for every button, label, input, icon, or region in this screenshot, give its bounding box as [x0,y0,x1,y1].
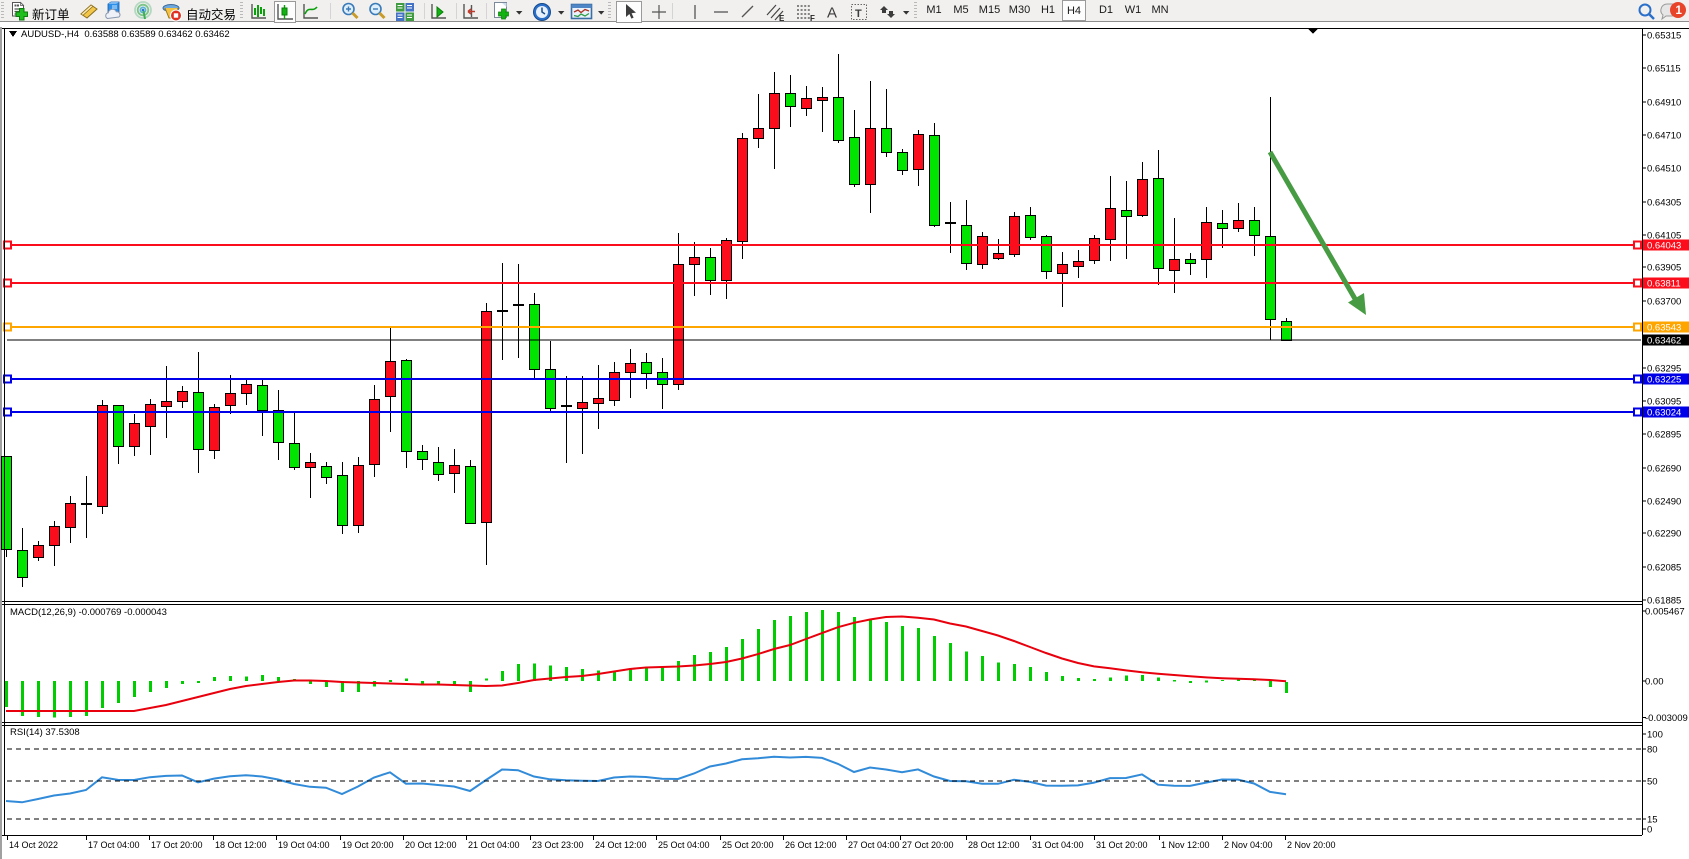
svg-text:21 Oct 04:00: 21 Oct 04:00 [468,840,520,850]
svg-text:0.65315: 0.65315 [1647,31,1681,42]
svg-text:2 Nov 20:00: 2 Nov 20:00 [1287,840,1336,850]
svg-text:0.62490: 0.62490 [1647,497,1681,508]
svg-text:0.62085: 0.62085 [1647,563,1681,574]
svg-text:0.63295: 0.63295 [1647,364,1681,375]
svg-text:0.63700: 0.63700 [1647,297,1681,308]
svg-text:0.64043: 0.64043 [1647,241,1681,252]
svg-text:-0.003009: -0.003009 [1645,713,1688,724]
svg-text:17 Oct 20:00: 17 Oct 20:00 [151,840,203,850]
svg-text:31 Oct 20:00: 31 Oct 20:00 [1096,840,1148,850]
svg-text:14 Oct 2022: 14 Oct 2022 [9,840,58,850]
svg-text:19 Oct 04:00: 19 Oct 04:00 [278,840,330,850]
svg-text:0.62690: 0.62690 [1647,464,1681,475]
svg-text:0.64105: 0.64105 [1647,231,1681,242]
svg-text:AUDUSD-,H4 0.63588 0.63589 0.: AUDUSD-,H4 0.63588 0.63589 0.63462 0.634… [21,29,230,40]
svg-text:15: 15 [1647,815,1658,826]
svg-text:100: 100 [1647,730,1663,741]
svg-text:0.63225: 0.63225 [1647,375,1681,386]
svg-text:50: 50 [1647,777,1658,788]
svg-text:E: E [779,14,785,23]
svg-text:0.005467: 0.005467 [1645,607,1685,618]
svg-text:MACD(12,26,9) -0.000769 -0.000: MACD(12,26,9) -0.000769 -0.000043 [10,607,167,618]
svg-text:24 Oct 12:00: 24 Oct 12:00 [595,840,647,850]
svg-text:0.62895: 0.62895 [1647,430,1681,441]
svg-text:A: A [827,5,837,22]
svg-text:0.64510: 0.64510 [1647,164,1681,175]
svg-text:0.64305: 0.64305 [1647,198,1681,209]
svg-text:0.61885: 0.61885 [1647,596,1681,607]
svg-text:28 Oct 12:00: 28 Oct 12:00 [968,840,1020,850]
svg-text:2 Nov 04:00: 2 Nov 04:00 [1224,840,1273,850]
svg-text:20 Oct 12:00: 20 Oct 12:00 [405,840,457,850]
svg-text:80: 80 [1647,745,1658,756]
svg-text:19 Oct 20:00: 19 Oct 20:00 [342,840,394,850]
svg-text:RSI(14) 37.5308: RSI(14) 37.5308 [10,727,80,738]
svg-text:0.63024: 0.63024 [1647,408,1681,419]
svg-text:25 Oct 04:00: 25 Oct 04:00 [658,840,710,850]
svg-text:27 Oct 04:00: 27 Oct 04:00 [848,840,900,850]
svg-text:1 Nov 12:00: 1 Nov 12:00 [1161,840,1210,850]
svg-text:T: T [855,8,862,20]
svg-text:F: F [810,14,815,23]
svg-text:0.65115: 0.65115 [1647,64,1681,75]
svg-text:0.62290: 0.62290 [1647,529,1681,540]
svg-text:0.63811: 0.63811 [1647,279,1681,290]
svg-text:1: 1 [1676,5,1683,17]
svg-text:0.63095: 0.63095 [1647,397,1681,408]
svg-text:26 Oct 12:00: 26 Oct 12:00 [785,840,837,850]
svg-text:17 Oct 04:00: 17 Oct 04:00 [88,840,140,850]
svg-text:0.63462: 0.63462 [1647,336,1681,347]
svg-text:23 Oct 23:00: 23 Oct 23:00 [532,840,584,850]
svg-text:25 Oct 20:00: 25 Oct 20:00 [722,840,774,850]
svg-text:0.64910: 0.64910 [1647,98,1681,109]
svg-text:0.00: 0.00 [1645,677,1664,688]
svg-text:0.64710: 0.64710 [1647,131,1681,142]
svg-text:27 Oct 20:00: 27 Oct 20:00 [902,840,954,850]
svg-text:0.63543: 0.63543 [1647,323,1681,334]
svg-text:0.63905: 0.63905 [1647,263,1681,274]
svg-text:31 Oct 04:00: 31 Oct 04:00 [1032,840,1084,850]
svg-text:18 Oct 12:00: 18 Oct 12:00 [215,840,267,850]
svg-text:0: 0 [1647,825,1652,836]
